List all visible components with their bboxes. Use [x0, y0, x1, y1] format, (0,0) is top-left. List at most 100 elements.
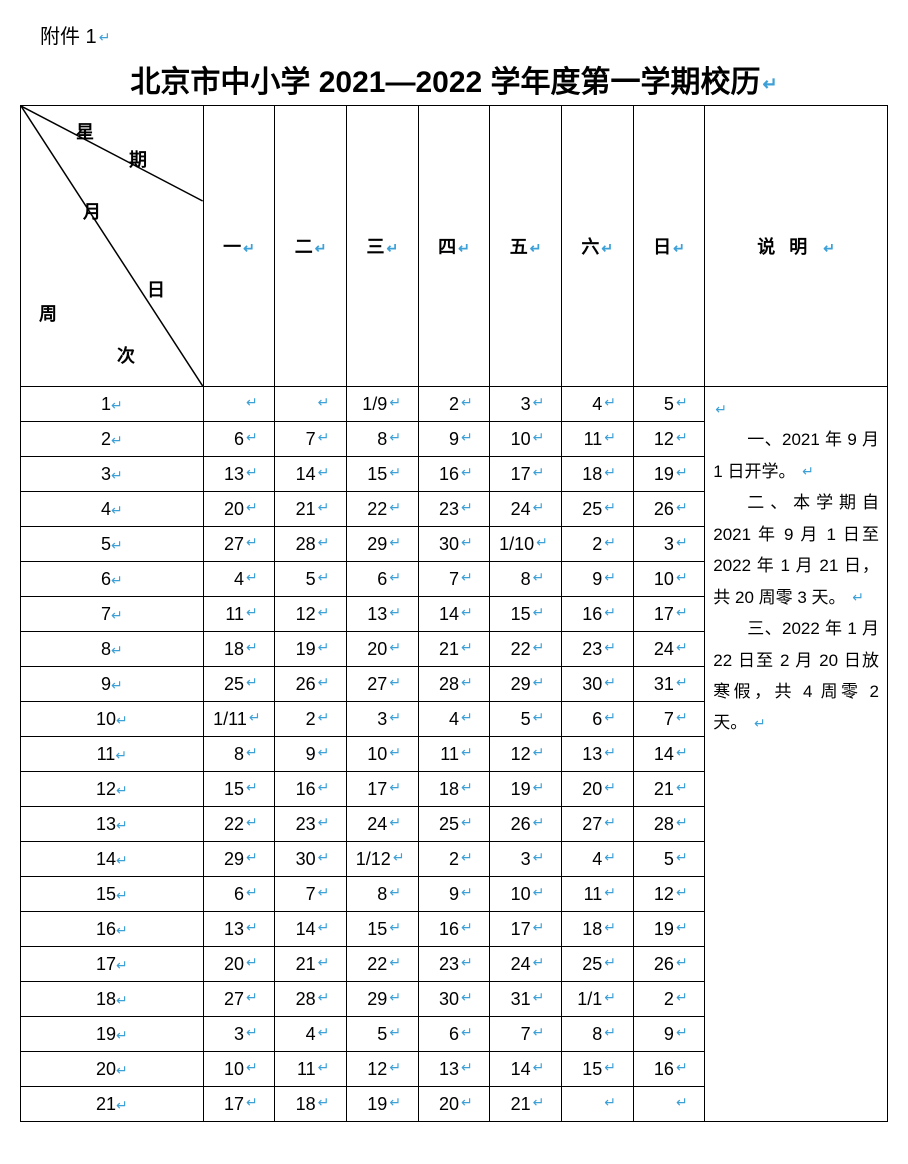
day-cell: 5↵ [346, 1017, 418, 1052]
day-cell: 19↵ [633, 912, 705, 947]
day-cell: 19↵ [633, 457, 705, 492]
page-title: 北京市中小学 2021—2022 学年度第一学期校历↵ [20, 57, 888, 101]
day-cell: 15↵ [346, 912, 418, 947]
day-cell: 8↵ [561, 1017, 633, 1052]
calendar-table: 星 期 月 日 周 次 一↵ 二↵ 三↵ 四↵ 五↵ 六↵ 日↵ 说明↵ 1↵↵… [20, 105, 888, 1122]
day-cell: 30↵ [275, 842, 347, 877]
paragraph-mark-icon: ↵ [243, 240, 255, 256]
day-cell: 1/9↵ [346, 387, 418, 422]
week-number-cell: 15↵ [21, 877, 204, 912]
day-cell: 3↵ [633, 527, 705, 562]
table-row: 1↵↵↵1/9↵2↵3↵4↵5↵↵一、2021 年 9 月 1 日开学。 ↵二、… [21, 387, 888, 422]
day-cell: 9↵ [275, 737, 347, 772]
week-number-cell: 1↵ [21, 387, 204, 422]
day-cell: 28↵ [275, 982, 347, 1017]
week-number-cell: 13↵ [21, 807, 204, 842]
day-cell: 13↵ [346, 597, 418, 632]
diag-label-ri: 日 [147, 276, 165, 302]
week-number-cell: 18↵ [21, 982, 204, 1017]
week-number-cell: 5↵ [21, 527, 204, 562]
day-cell: 16↵ [633, 1052, 705, 1087]
day-cell: 14↵ [490, 1052, 562, 1087]
paragraph-mark-icon: ↵ [458, 240, 470, 256]
day-cell: 14↵ [418, 597, 490, 632]
day-cell: 6↵ [203, 877, 275, 912]
day-cell: 2↵ [275, 702, 347, 737]
day-cell: 29↵ [346, 982, 418, 1017]
day-cell: 24↵ [490, 492, 562, 527]
day-cell: 19↵ [490, 772, 562, 807]
day-cell: 7↵ [275, 877, 347, 912]
day-cell: 23↵ [561, 632, 633, 667]
paragraph-mark-icon: ↵ [763, 74, 778, 94]
week-number-cell: 14↵ [21, 842, 204, 877]
day-cell: 12↵ [346, 1052, 418, 1087]
day-cell: 10↵ [490, 877, 562, 912]
day-cell: 3↵ [490, 387, 562, 422]
header-row: 星 期 月 日 周 次 一↵ 二↵ 三↵ 四↵ 五↵ 六↵ 日↵ 说明↵ [21, 106, 888, 387]
day-cell: 13↵ [203, 912, 275, 947]
day-cell: 6↵ [346, 562, 418, 597]
day-cell: 16↵ [275, 772, 347, 807]
week-number-cell: 16↵ [21, 912, 204, 947]
day-cell: 11↵ [561, 877, 633, 912]
day-cell: 5↵ [275, 562, 347, 597]
day-cell: 15↵ [561, 1052, 633, 1087]
day-cell: 20↵ [203, 492, 275, 527]
day-cell: 21↵ [275, 492, 347, 527]
day-cell: 9↵ [418, 422, 490, 457]
paragraph-mark-icon: ↵ [601, 240, 613, 256]
day-cell: 17↵ [633, 597, 705, 632]
day-cell: 13↵ [418, 1052, 490, 1087]
paragraph-mark-icon: ↵ [673, 240, 685, 256]
day-cell: 14↵ [275, 912, 347, 947]
week-number-cell: 20↵ [21, 1052, 204, 1087]
day-cell: 30↵ [418, 982, 490, 1017]
day-cell: 15↵ [346, 457, 418, 492]
day-cell: 5↵ [633, 387, 705, 422]
day-cell: 18↵ [561, 457, 633, 492]
day-cell: 20↵ [561, 772, 633, 807]
day-cell: 2↵ [418, 387, 490, 422]
day-cell: 23↵ [275, 807, 347, 842]
day-cell: 9↵ [633, 1017, 705, 1052]
day-cell: 2↵ [418, 842, 490, 877]
day-cell: 11↵ [418, 737, 490, 772]
day-cell: 23↵ [418, 492, 490, 527]
day-cell: 18↵ [275, 1087, 347, 1122]
diag-label-zhou: 周 [39, 300, 57, 326]
day-cell: ↵ [633, 1087, 705, 1122]
day-cell: 8↵ [346, 422, 418, 457]
day-cell: 3↵ [203, 1017, 275, 1052]
day-cell: 19↵ [346, 1087, 418, 1122]
day-cell: 8↵ [346, 877, 418, 912]
day-cell: 21↵ [490, 1087, 562, 1122]
day-cell: 12↵ [633, 422, 705, 457]
day-cell: 25↵ [561, 492, 633, 527]
day-cell: 10↵ [346, 737, 418, 772]
day-cell: 4↵ [561, 387, 633, 422]
day-cell: 5↵ [490, 702, 562, 737]
weekday-header: 五↵ [490, 106, 562, 387]
day-cell: 11↵ [275, 1052, 347, 1087]
week-number-cell: 2↵ [21, 422, 204, 457]
week-number-cell: 21↵ [21, 1087, 204, 1122]
day-cell: 17↵ [203, 1087, 275, 1122]
week-number-cell: 19↵ [21, 1017, 204, 1052]
week-number-cell: 8↵ [21, 632, 204, 667]
weekday-header: 二↵ [275, 106, 347, 387]
day-cell: 11↵ [203, 597, 275, 632]
paragraph-mark-icon: ↵ [99, 29, 111, 45]
day-cell: 10↵ [490, 422, 562, 457]
week-number-cell: 11↵ [21, 737, 204, 772]
day-cell: 4↵ [561, 842, 633, 877]
day-cell: 15↵ [203, 772, 275, 807]
calendar-body: 1↵↵↵1/9↵2↵3↵4↵5↵↵一、2021 年 9 月 1 日开学。 ↵二、… [21, 387, 888, 1122]
week-number-cell: 12↵ [21, 772, 204, 807]
day-cell: 31↵ [490, 982, 562, 1017]
weekday-header: 四↵ [418, 106, 490, 387]
day-cell: 10↵ [633, 562, 705, 597]
day-cell: 26↵ [633, 947, 705, 982]
day-cell: 22↵ [346, 492, 418, 527]
diagonal-header-cell: 星 期 月 日 周 次 [21, 106, 204, 387]
